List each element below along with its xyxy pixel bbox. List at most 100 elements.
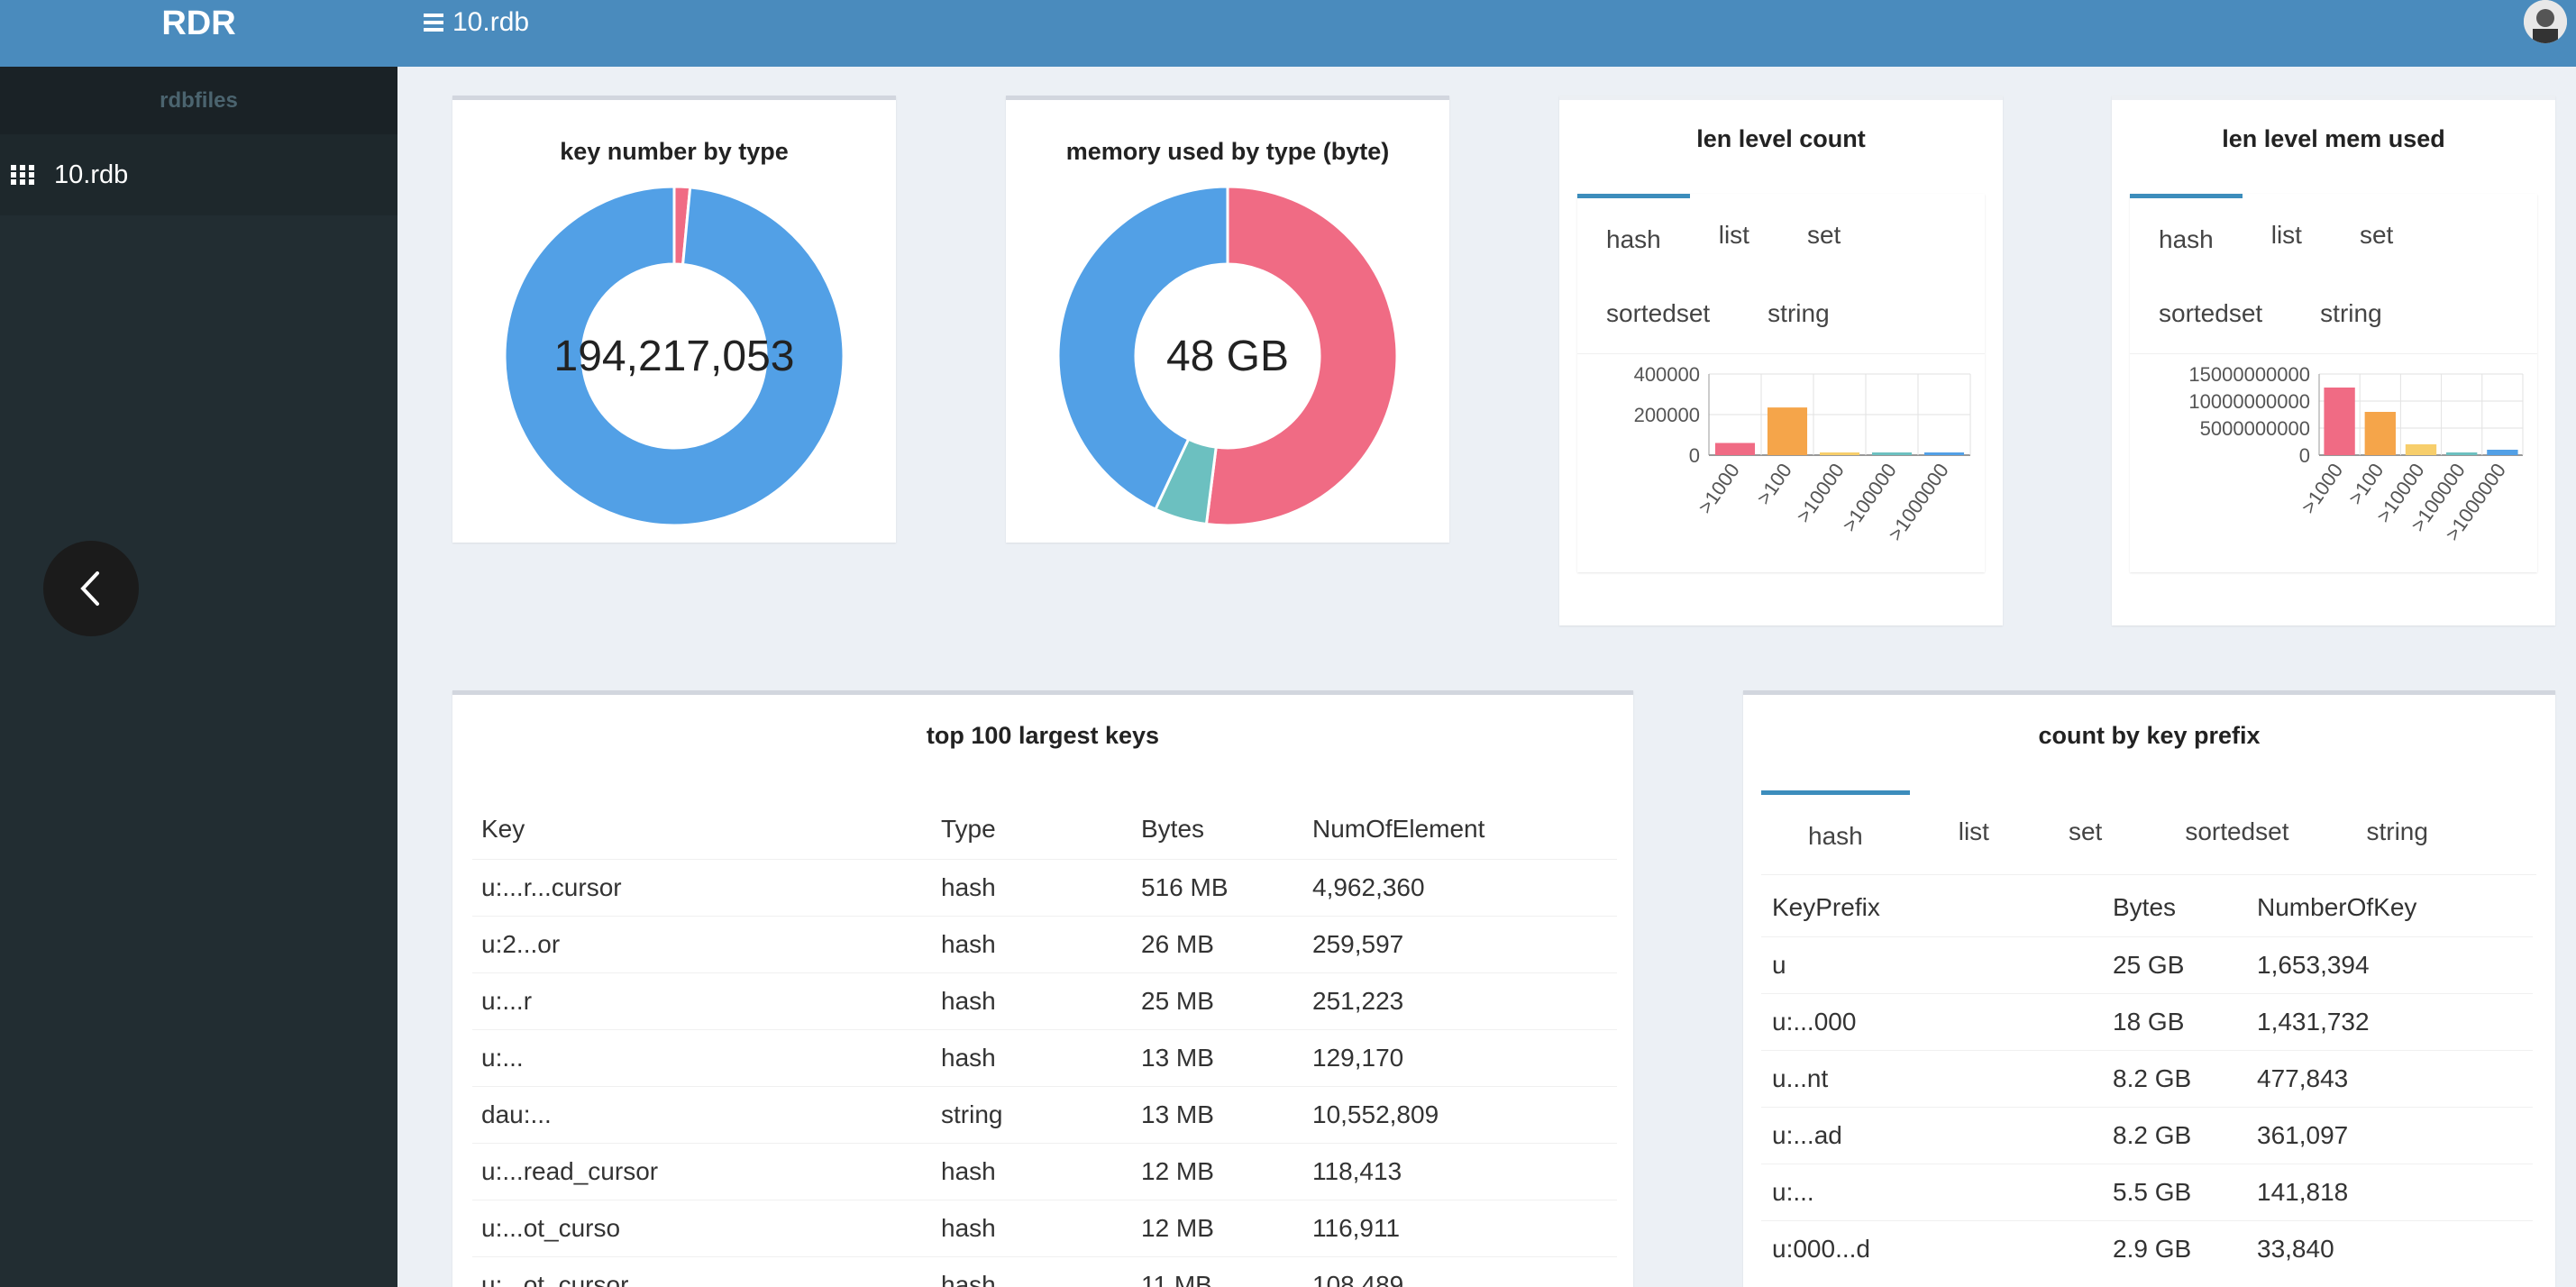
bytes-cell: 12 MB xyxy=(1141,1213,1214,1242)
num-cell: 116,911 xyxy=(1312,1213,1401,1242)
bar->10000[interactable] xyxy=(2405,444,2437,455)
user-avatar[interactable] xyxy=(2524,0,2567,43)
memory-used-box: memory used by type (byte) 48 GB xyxy=(1006,96,1449,543)
donut-slice-other[interactable] xyxy=(1056,185,1229,512)
table-row[interactable]: u 25 GB 1,653,394 xyxy=(1761,936,2533,993)
table-row[interactable]: u:...read_cursor hash 12 MB 118,413 xyxy=(472,1143,1617,1200)
tab-list[interactable]: list xyxy=(2270,221,2302,249)
donut-slice-hash[interactable] xyxy=(503,185,845,527)
x-tick-label: >10000 xyxy=(1792,460,1849,527)
sidebar-item-label: 10.rdb xyxy=(54,160,129,189)
bytes-cell: 25 MB xyxy=(1141,986,1214,1015)
tab-sortedset[interactable]: sortedset xyxy=(2185,817,2289,845)
key-prefix-box: count by key prefix hash list set sorted… xyxy=(1743,690,2555,1287)
key-number-donut: 194,217,053 xyxy=(503,185,845,527)
table-row[interactable]: u:2...or hash 26 MB 259,597 xyxy=(472,916,1617,972)
tab-string[interactable]: string xyxy=(2366,817,2428,845)
tab-sortedset[interactable]: sortedset xyxy=(2159,299,2263,327)
num-cell: 33,840 xyxy=(2257,1234,2334,1263)
donut-slice-hash[interactable] xyxy=(1204,185,1399,527)
table-row[interactable]: u:000...d 2.9 GB 33,840 xyxy=(1761,1220,2533,1277)
tab-list[interactable]: list xyxy=(1718,221,1749,249)
table-row[interactable]: u:...ad 8.2 GB 361,097 xyxy=(1761,1107,2533,1164)
col-numberofkey[interactable]: NumberOfKey xyxy=(2257,892,2417,921)
col-keyprefix[interactable]: KeyPrefix xyxy=(1772,892,1880,921)
y-tick-label: 15000000000 xyxy=(2188,363,2310,386)
col-type[interactable]: Type xyxy=(941,814,996,843)
col-num[interactable]: NumOfElement xyxy=(1312,814,1485,843)
num-cell: 141,818 xyxy=(2257,1177,2349,1206)
key-number-box: key number by type 194,217,053 xyxy=(452,96,896,543)
col-bytes[interactable]: Bytes xyxy=(2113,892,2177,921)
sidebar-item-10-rdb[interactable]: 10.rdb xyxy=(0,134,397,215)
bar->100000[interactable] xyxy=(1871,452,1913,455)
tab-string[interactable]: string xyxy=(2320,299,2382,327)
tab-hash[interactable]: hash xyxy=(1761,790,1910,874)
top-keys-table: Key Type Bytes NumOfElement u:...r...cur… xyxy=(472,799,1617,1287)
prefix-cell: u:... xyxy=(1772,1177,1814,1206)
prefix-cell: u xyxy=(1772,950,1786,979)
table-row[interactable]: u...nt 8.2 GB 477,843 xyxy=(1761,1050,2533,1107)
bar->100000[interactable] xyxy=(2446,452,2478,455)
type-cell: hash xyxy=(941,1213,996,1242)
tab-string[interactable]: string xyxy=(1768,299,1830,327)
y-tick-label: 10000000000 xyxy=(2188,390,2310,413)
num-cell: 118,413 xyxy=(1312,1156,1402,1185)
prefix-cell: u...nt xyxy=(1772,1063,1829,1092)
col-bytes[interactable]: Bytes xyxy=(1141,814,1205,843)
key-cell: dau:... xyxy=(481,1100,552,1128)
tab-hash[interactable]: hash xyxy=(2130,194,2243,279)
type-cell: string xyxy=(941,1100,1003,1128)
sidebar: rdbfiles 10.rdb xyxy=(0,67,397,1287)
tab-sortedset[interactable]: sortedset xyxy=(1606,299,1711,327)
table-row[interactable]: u:...ot_cursor hash 11 MB 108,489 xyxy=(472,1256,1617,1287)
bytes-cell: 8.2 GB xyxy=(2113,1120,2192,1149)
bar->10000[interactable] xyxy=(1819,452,1860,455)
y-tick-label: 0 xyxy=(2299,444,2310,467)
tab-set[interactable]: set xyxy=(1806,221,1841,249)
table-row[interactable]: u:...r...cursor hash 516 MB 4,962,360 xyxy=(472,859,1617,916)
table-row[interactable]: u:... hash 13 MB 129,170 xyxy=(472,1029,1617,1086)
len-level-count-box: len level count hash list set sortedset … xyxy=(1559,96,2003,625)
top-keys-box: top 100 largest keys Key Type Bytes NumO… xyxy=(452,690,1633,1287)
tab-list[interactable]: list xyxy=(1958,817,1989,845)
table-row[interactable]: u:...r hash 25 MB 251,223 xyxy=(472,972,1617,1029)
back-button[interactable] xyxy=(43,541,139,636)
bar->100[interactable] xyxy=(1767,407,1808,455)
x-tick-label: >100 xyxy=(1752,460,1796,509)
grid-icon xyxy=(11,165,34,185)
bar->100[interactable] xyxy=(2364,412,2396,455)
memory-used-donut: 48 GB xyxy=(1056,185,1399,527)
num-cell: 108,489 xyxy=(1312,1270,1404,1287)
num-cell: 129,170 xyxy=(1312,1043,1404,1072)
brand-logo[interactable]: RDR xyxy=(0,0,397,67)
table-row[interactable]: u:...ot_curso hash 12 MB 116,911 xyxy=(472,1200,1617,1256)
hamburger-menu-icon[interactable] xyxy=(424,14,443,32)
tab-set[interactable]: set xyxy=(2068,817,2103,845)
bar->1000000[interactable] xyxy=(1923,452,1965,455)
col-key[interactable]: Key xyxy=(481,814,525,843)
bytes-cell: 12 MB xyxy=(1141,1156,1214,1185)
len-count-tabs: hash list set sortedset string xyxy=(1577,194,1985,354)
len-level-mem-title: len level mem used xyxy=(2222,125,2445,152)
table-row[interactable]: dau:... string 13 MB 10,552,809 xyxy=(472,1086,1617,1143)
key-cell: u:...ot_cursor xyxy=(481,1270,629,1287)
num-cell: 477,843 xyxy=(2257,1063,2349,1092)
key-cell: u:...r...cursor xyxy=(481,872,622,901)
key-cell: u:...r xyxy=(481,986,533,1015)
num-cell: 4,962,360 xyxy=(1312,872,1425,901)
table-row[interactable]: u:... 5.5 GB 141,818 xyxy=(1761,1164,2533,1220)
bar->1000[interactable] xyxy=(2324,388,2355,455)
bar->1000[interactable] xyxy=(1714,443,1756,456)
bytes-cell: 2.9 GB xyxy=(2113,1234,2192,1263)
tab-set[interactable]: set xyxy=(2359,221,2394,249)
bar->1000000[interactable] xyxy=(2487,450,2518,455)
bytes-cell: 13 MB xyxy=(1141,1100,1214,1128)
len-mem-tabs: hash list set sortedset string xyxy=(2130,194,2537,354)
table-row[interactable]: u:...000 18 GB 1,431,732 xyxy=(1761,993,2533,1050)
len-level-count-title: len level count xyxy=(1696,125,1866,152)
top-header: RDR 10.rdb xyxy=(0,0,2576,67)
len-mem-bar-chart: 150000000001000000000050000000000>1000>1… xyxy=(2188,363,2524,545)
tab-hash[interactable]: hash xyxy=(1577,194,1690,279)
